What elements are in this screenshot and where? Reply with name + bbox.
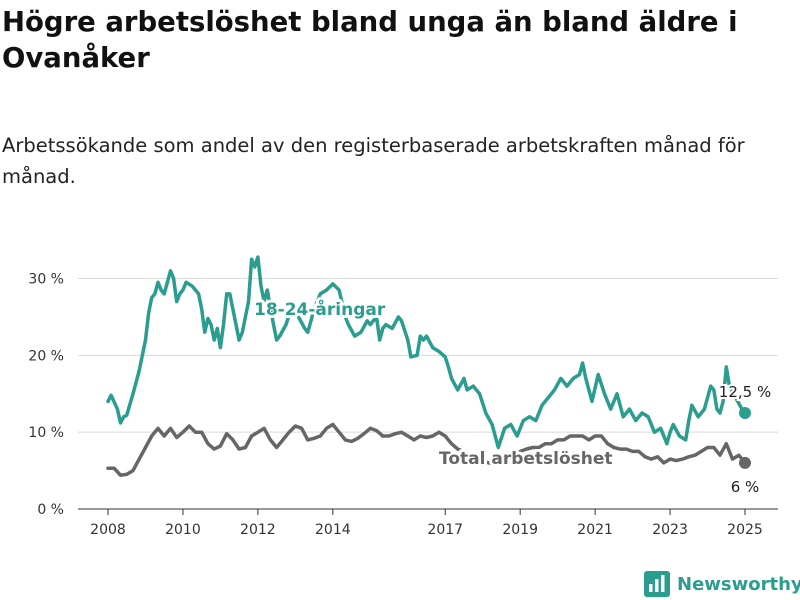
x-tick-label: 2008 xyxy=(90,522,126,538)
chart-labels: 0 % 10 % 20 % 30 % 2008 2010 2012 2014 2017 2019 2… xyxy=(28,272,773,539)
x-tick-label: 2019 xyxy=(502,522,538,538)
x-tick-label: 2017 xyxy=(427,522,463,538)
x-tick-label: 2021 xyxy=(577,522,613,538)
series-line-youth xyxy=(106,255,747,450)
y-tick-label: 30 % xyxy=(28,272,64,288)
y-tick-label: 0 % xyxy=(37,502,64,518)
x-tick-label: 2012 xyxy=(240,522,276,538)
y-gridlines xyxy=(78,278,778,510)
x-tick-label: 2025 xyxy=(727,522,763,538)
end-point-total xyxy=(739,456,751,469)
series-lines xyxy=(106,255,751,477)
y-tick-label: 10 % xyxy=(28,425,64,441)
series-label-youth: 18-24-åringar xyxy=(254,298,386,320)
y-tick-label: 20 % xyxy=(28,348,64,364)
brand-name: Newsworthy xyxy=(677,573,800,595)
end-value-label-youth: 12,5 % xyxy=(719,383,771,401)
series-label-total: Total arbetslöshet xyxy=(439,449,613,469)
x-tick-label: 2014 xyxy=(315,522,351,538)
end-value-label-total: 6 % xyxy=(731,478,760,496)
newsworthy-logo[interactable]: Newsworthy xyxy=(644,569,800,599)
chart-subtitle: Arbetssökande som andel av den registerb… xyxy=(2,134,745,188)
x-tick-label: 2010 xyxy=(165,522,201,538)
x-tick-label: 2023 xyxy=(652,522,688,538)
chart-title: Högre arbetslöshet bland unga än bland ä… xyxy=(2,6,738,74)
end-point-youth xyxy=(739,406,751,419)
x-axis xyxy=(107,509,746,515)
series-line-total xyxy=(106,422,747,477)
bar-chart-logo-icon xyxy=(644,571,670,597)
